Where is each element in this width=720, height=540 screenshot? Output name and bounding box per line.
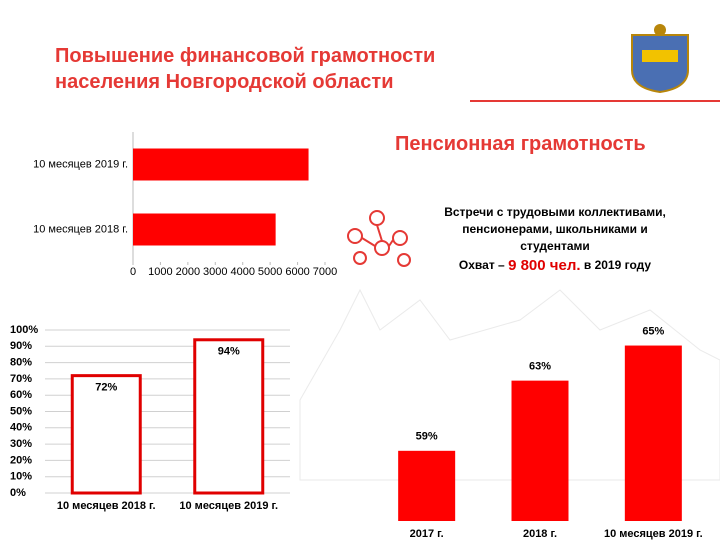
bar (398, 450, 456, 521)
value-label: 65% (642, 325, 664, 337)
title: Повышение финансовой грамотности (55, 45, 435, 67)
x-tick-label: 10 месяцев 2019 г. (604, 528, 703, 540)
y-tick-label: 0% (10, 487, 26, 499)
y-tick-label: 40% (10, 422, 32, 434)
description: пенсионерами, школьниками и (462, 222, 648, 236)
x-tick-label: 10 месяцев 2018 г. (57, 500, 156, 512)
y-tick-label: 70% (10, 373, 32, 385)
bar (193, 338, 265, 495)
bar (624, 345, 682, 521)
section-title: Пенсионная грамотность (395, 133, 646, 155)
description: студентами (520, 239, 590, 253)
y-tick-label: 10 месяцев 2019 г. (33, 158, 128, 170)
value-label: 59% (416, 431, 438, 443)
coverage-prefix: Охват – (459, 258, 505, 272)
x-tick-label: 4000 (230, 266, 254, 278)
coverage: Охват – 9 800 чел. в 2019 году (459, 257, 651, 274)
x-tick-label: 2018 г. (523, 528, 557, 540)
x-tick-label: 7000 (313, 266, 337, 278)
x-tick-label: 0 (130, 266, 136, 278)
value-label: 72% (95, 382, 117, 394)
y-tick-label: 30% (10, 438, 32, 450)
value-label: 94% (218, 346, 240, 358)
network-icon (347, 210, 411, 267)
bar (70, 374, 142, 495)
description: Встречи с трудовыми коллективами, (444, 205, 666, 219)
y-tick-label: 10% (10, 471, 32, 483)
coverage-suffix: в 2019 году (584, 258, 652, 272)
x-tick-label: 10 месяцев 2019 г. (179, 500, 278, 512)
x-tick-label: 2000 (176, 266, 200, 278)
y-tick-label: 80% (10, 357, 32, 369)
x-tick-label: 3000 (203, 266, 227, 278)
y-tick-label: 50% (10, 405, 32, 417)
bar (133, 148, 309, 181)
y-tick-label: 90% (10, 340, 32, 352)
bar (511, 380, 569, 521)
bar (133, 213, 276, 246)
x-tick-label: 5000 (258, 266, 282, 278)
y-tick-label: 100% (10, 324, 38, 336)
y-tick-label: 60% (10, 389, 32, 401)
x-tick-label: 1000 (148, 266, 172, 278)
title: населения Новгородской области (55, 71, 394, 93)
coverage-value: 9 800 чел. (508, 257, 580, 274)
x-tick-label: 2017 г. (410, 528, 444, 540)
background-sketch (299, 288, 720, 481)
emblem (631, 24, 689, 94)
y-tick-label: 10 месяцев 2018 г. (33, 223, 128, 235)
y-tick-label: 20% (10, 454, 32, 466)
value-label: 63% (529, 361, 551, 373)
x-tick-label: 6000 (285, 266, 309, 278)
